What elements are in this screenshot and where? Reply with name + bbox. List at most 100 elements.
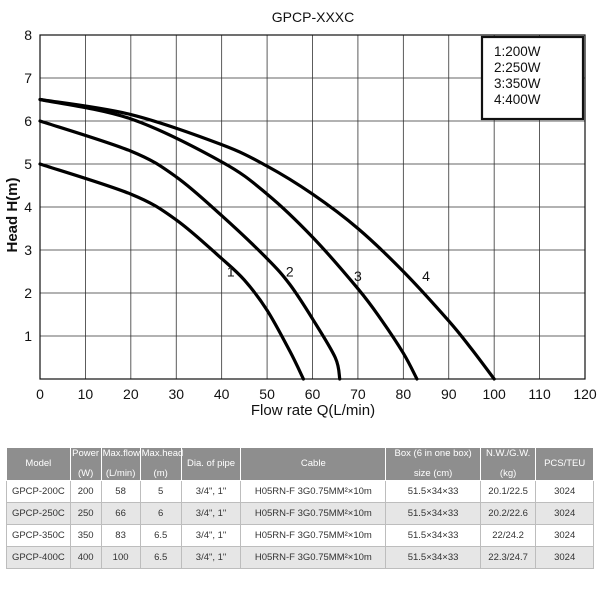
table-row: GPCP-350C 350 83 6.5 3/4", 1" H05RN-F 3G0.75M… bbox=[6, 524, 594, 547]
table-cell: 51.5×34×33 bbox=[385, 524, 481, 547]
table-header-text: N.W./G.W. bbox=[485, 448, 531, 459]
x-tick-label: 100 bbox=[482, 386, 506, 402]
curve-labels: 1 2 3 4 bbox=[227, 264, 430, 284]
table-cell: 51.5×34×33 bbox=[385, 502, 481, 525]
x-tick-label: 110 bbox=[528, 386, 551, 402]
y-tick-label: 6 bbox=[24, 113, 32, 129]
curve-4 bbox=[38, 97, 496, 381]
table-cell: H05RN-F 3G0.75MM²×10m bbox=[240, 502, 387, 525]
table-cell: H05RN-F 3G0.75MM²×10m bbox=[240, 524, 387, 547]
legend-entry: 4:400W bbox=[494, 92, 541, 107]
y-tick-label: 1 bbox=[24, 328, 32, 344]
table-row: GPCP-200C 200 58 5 3/4", 1" H05RN-F 3G0.75MM²… bbox=[6, 480, 594, 503]
y-tick-label: 8 bbox=[24, 27, 32, 43]
table-cell: 3/4", 1" bbox=[180, 546, 242, 569]
table-cell: 22.3/24.7 bbox=[479, 546, 537, 569]
curve-2 bbox=[38, 119, 342, 381]
table-cell: GPCP-400C bbox=[6, 546, 71, 569]
chart-series bbox=[38, 97, 496, 381]
table-row: GPCP-400C 400 100 6.5 3/4", 1" H05RN-F 3G0.75… bbox=[6, 546, 594, 569]
curve-3 bbox=[38, 97, 419, 381]
curve-label-3: 3 bbox=[354, 268, 362, 284]
spec-table-header: Model Power (W) Max.flow (L/min) Max.head (m) D… bbox=[6, 447, 594, 481]
x-tick-label: 30 bbox=[168, 386, 184, 402]
curve-label-1: 1 bbox=[227, 264, 235, 280]
table-header-text: PCS/TEU bbox=[544, 458, 586, 469]
table-cell: H05RN-F 3G0.75MM²×10m bbox=[240, 480, 387, 503]
table-header-cell: Model bbox=[6, 447, 71, 481]
table-header-cell: Max.head (m) bbox=[139, 447, 184, 481]
spec-table-body: GPCP-200C 200 58 5 3/4", 1" H05RN-F 3G0.75MM²… bbox=[6, 480, 594, 569]
table-header-text: Power bbox=[72, 448, 100, 459]
table-header-cell: Dia. of pipe bbox=[180, 447, 242, 481]
x-tick-label: 90 bbox=[441, 386, 457, 402]
table-cell: 66 bbox=[100, 502, 141, 525]
table-cell: 6.5 bbox=[139, 546, 182, 569]
table-cell: 3024 bbox=[535, 480, 594, 503]
table-header-cell: PCS/TEU bbox=[535, 447, 594, 481]
table-header-text: (W) bbox=[78, 468, 94, 479]
table-cell: 6 bbox=[139, 502, 182, 525]
table-cell: 58 bbox=[100, 480, 141, 503]
table-cell: 3024 bbox=[535, 546, 594, 569]
chart-axes: 0 10 20 30 40 50 60 70 80 90 100 110 120 1 2 3 4 5 6 7 8 bbox=[24, 27, 597, 402]
x-tick-label: 80 bbox=[396, 386, 412, 402]
x-tick-label: 10 bbox=[78, 386, 94, 402]
table-cell: GPCP-250C bbox=[6, 502, 71, 525]
table-cell: 22/24.2 bbox=[479, 524, 537, 547]
chart-title: GPCP-XXXC bbox=[272, 9, 354, 25]
table-header-text: (m) bbox=[153, 468, 168, 479]
table-cell: 3024 bbox=[535, 524, 594, 547]
table-header-cell: Max.flow (L/min) bbox=[100, 447, 141, 481]
table-header-text: Box (6 in one box) bbox=[394, 448, 472, 459]
y-tick-label: 7 bbox=[24, 70, 32, 86]
table-cell: 3/4", 1" bbox=[180, 480, 242, 503]
table-header-cell: N.W./G.W. (kg) bbox=[479, 447, 537, 481]
table-cell: 3/4", 1" bbox=[180, 502, 242, 525]
table-cell: GPCP-200C bbox=[6, 480, 71, 503]
plot-frame bbox=[39, 34, 586, 380]
table-cell: 3024 bbox=[535, 502, 594, 525]
table-header-text: Dia. of pipe bbox=[187, 458, 236, 469]
y-tick-label: 4 bbox=[24, 199, 32, 215]
table-cell: 20.2/22.6 bbox=[479, 502, 537, 525]
x-tick-label: 70 bbox=[350, 386, 366, 402]
table-cell: 51.5×34×33 bbox=[385, 480, 481, 503]
table-header-cell: Power (W) bbox=[69, 447, 102, 481]
y-tick-label: 5 bbox=[24, 156, 32, 172]
legend-entry: 3:350W bbox=[494, 76, 541, 91]
legend-box bbox=[480, 35, 585, 121]
table-cell: 20.1/22.5 bbox=[479, 480, 537, 503]
table-cell: GPCP-350C bbox=[6, 524, 71, 547]
table-cell: 100 bbox=[100, 546, 141, 569]
table-cell: 51.5×34×33 bbox=[385, 546, 481, 569]
y-axis-label: Head H(m) bbox=[4, 177, 21, 252]
legend-entry: 2:250W bbox=[494, 60, 541, 75]
x-tick-label: 40 bbox=[214, 386, 230, 402]
x-tick-label: 50 bbox=[259, 386, 275, 402]
x-tick-label: 20 bbox=[123, 386, 139, 402]
table-header-text: (L/min) bbox=[105, 468, 136, 479]
legend-entry: 1:200W bbox=[494, 44, 541, 59]
table-header-cell: Box (6 in one box) size (cm) bbox=[385, 447, 481, 481]
table-header-cell: Cable bbox=[240, 447, 387, 481]
x-tick-label: 60 bbox=[305, 386, 321, 402]
table-header-text: Cable bbox=[300, 458, 326, 469]
table-cell: H05RN-F 3G0.75MM²×10m bbox=[240, 546, 387, 569]
curve-label-2: 2 bbox=[286, 264, 294, 280]
table-cell: 250 bbox=[69, 502, 102, 525]
curve-1 bbox=[38, 162, 306, 381]
table-cell: 400 bbox=[69, 546, 102, 569]
table-header-text: Max.head bbox=[141, 448, 184, 459]
table-cell: 83 bbox=[100, 524, 141, 547]
table-cell: 350 bbox=[69, 524, 102, 547]
table-header-text: Max.flow bbox=[102, 448, 141, 459]
table-cell: 5 bbox=[139, 480, 182, 503]
table-row: GPCP-250C 250 66 6 3/4", 1" H05RN-F 3G0.75MM²… bbox=[6, 502, 594, 525]
pump-curve-chart: GPCP-XXXC 0 10 20 30 40 50 60 70 80 90 100 110 120 1 2… bbox=[4, 9, 597, 419]
curve-label-4: 4 bbox=[422, 268, 430, 284]
x-axis-label: Flow rate Q(L/min) bbox=[251, 402, 375, 419]
table-header-text: Model bbox=[25, 458, 52, 469]
table-header-text: (kg) bbox=[499, 468, 517, 479]
